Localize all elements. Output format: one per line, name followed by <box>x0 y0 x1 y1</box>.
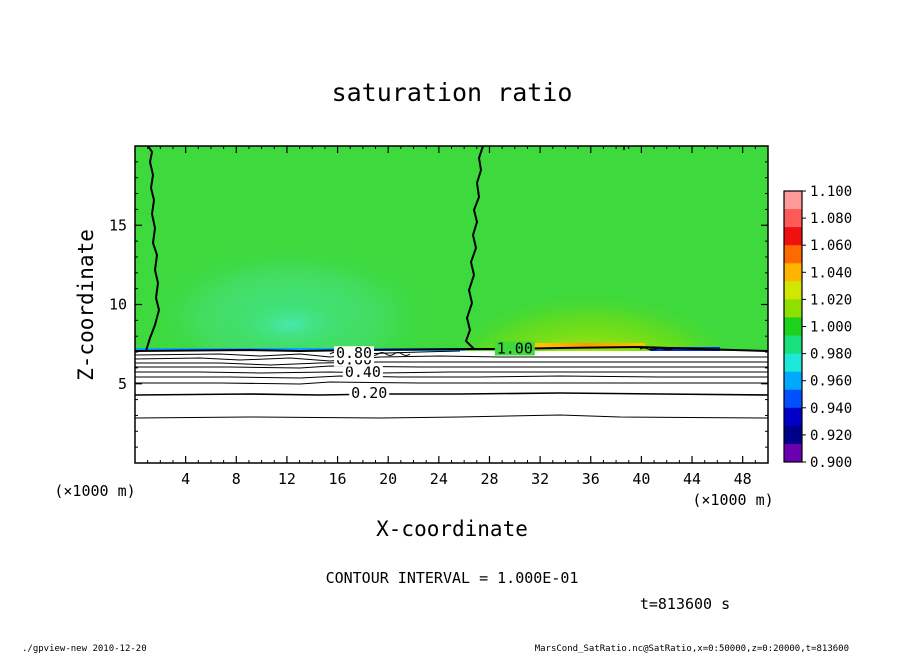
colorbar-swatch <box>784 191 802 210</box>
x-tick-label: 40 <box>632 470 650 488</box>
colorbar-label: 1.040 <box>810 265 852 281</box>
contour-label-bg <box>494 341 535 356</box>
y-tick-label: 15 <box>109 216 127 234</box>
colorbar-label: 0.960 <box>810 374 852 390</box>
x-axis: 4 8 12 16 20 24 28 32 36 40 44 48 <box>147 146 756 488</box>
colorbar-swatch <box>784 353 802 373</box>
contour-line-1.00-left <box>145 146 161 352</box>
colorbar-swatch <box>784 443 802 463</box>
contour-line-1.00-right <box>464 146 484 350</box>
contour-label: 0.40 <box>345 363 381 381</box>
colorbar-swatch <box>784 281 802 300</box>
colorbar-swatch <box>784 299 802 318</box>
x-tick-label: 36 <box>582 470 600 488</box>
colorbar-swatch <box>784 263 802 282</box>
colorbar-label: 1.060 <box>810 238 852 254</box>
contour-label: 0.20 <box>351 384 387 402</box>
colorbar-swatch <box>784 227 802 246</box>
x-tick-label: 4 <box>181 470 190 488</box>
x-tick-label: 48 <box>734 470 752 488</box>
contour-label-bg <box>349 385 390 400</box>
field-blank-lower <box>135 351 768 463</box>
colorbar-label: 1.000 <box>810 320 852 336</box>
x-unit-label: (×1000 m) <box>692 491 773 509</box>
colorbar-label: 1.080 <box>810 211 852 227</box>
field-low-region-core <box>220 295 360 355</box>
contour-label: 0.80 <box>336 344 372 362</box>
time-label: t=813600 s <box>640 595 730 613</box>
y-tick-label: 10 <box>109 296 127 314</box>
colorbar-label: 0.940 <box>810 401 852 417</box>
colorbar-label: 0.920 <box>810 428 852 444</box>
colorbar-label: 0.900 <box>810 455 852 471</box>
field-high-strip <box>525 343 645 348</box>
x-tick-label: 28 <box>480 470 498 488</box>
x-tick-label: 20 <box>379 470 397 488</box>
colorbar-label: 1.020 <box>810 292 852 308</box>
colorbar-swatch <box>784 245 802 264</box>
y-axis: 5 10 15 <box>109 161 768 448</box>
colorbar-swatch <box>784 371 802 391</box>
x-tick-label: 32 <box>531 470 549 488</box>
contour-label-bg <box>334 346 375 361</box>
plot-area: 0.200.400.600.801.00 <box>135 146 768 463</box>
x-tick-label: 24 <box>430 470 448 488</box>
colorbar-swatch <box>784 209 802 228</box>
field-low-strip-left <box>135 348 465 351</box>
x-tick-label: 44 <box>683 470 701 488</box>
colorbar-label: 1.100 <box>810 184 852 200</box>
y-unit-label: (×1000 m) <box>54 482 135 500</box>
footer-right: MarsCond_SatRatio.nc@SatRatio,x=0:50000,… <box>535 644 849 654</box>
contour-interval-label: CONTOUR INTERVAL = 1.000E-01 <box>326 569 579 587</box>
contour-label-bg <box>342 365 383 380</box>
x-tick-label: 8 <box>232 470 241 488</box>
footer-left: ./gpview-new 2010-12-20 <box>22 644 147 654</box>
contour-labels: 0.200.400.600.801.00 <box>334 339 535 402</box>
x-axis-label: X-coordinate <box>376 517 528 541</box>
x-tick-label: 16 <box>329 470 347 488</box>
colorbar-label: 0.980 <box>810 347 852 363</box>
colorbar-swatch <box>784 389 802 409</box>
contour-label: 1.00 <box>497 339 533 357</box>
x-tick-label: 12 <box>278 470 296 488</box>
colorbar-swatch <box>784 335 802 355</box>
y-axis-label: Z-coordinate <box>74 229 98 381</box>
chart-title: saturation ratio <box>332 78 573 107</box>
colorbar: 1.100 1.080 1.060 1.040 1.020 1.000 0.980 0.960… <box>783 184 852 471</box>
colorbar-swatch <box>784 317 802 337</box>
colorbar-swatch <box>784 425 802 445</box>
y-tick-label: 5 <box>118 375 127 393</box>
colorbar-swatch <box>784 407 802 427</box>
